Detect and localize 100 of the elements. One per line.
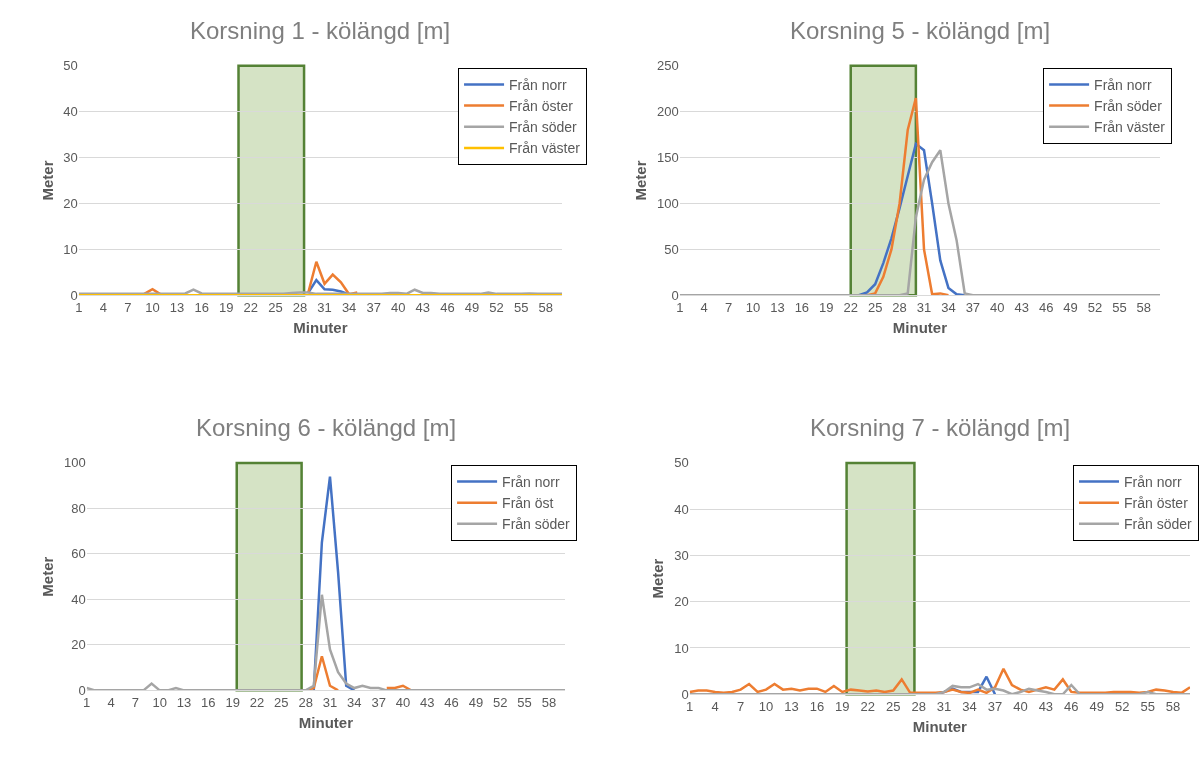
- x-tick-label: 25: [885, 698, 901, 714]
- x-tick-label: 43: [1038, 698, 1054, 714]
- legend-label: Från söder: [502, 516, 571, 533]
- x-tick-label: 13: [784, 698, 799, 714]
- x-axis-title: Minuter: [293, 318, 348, 336]
- x-tick-label: 34: [941, 299, 956, 315]
- x-axis-title: Minuter: [298, 713, 354, 731]
- x-tick-label: 25: [867, 299, 883, 315]
- x-tick-label: 49: [464, 299, 480, 315]
- x-tick-label: 52: [1114, 698, 1130, 714]
- x-tick-label: 7: [736, 698, 745, 714]
- x-tick-label: 46: [1064, 698, 1079, 714]
- legend-label: Från söder: [1094, 98, 1163, 115]
- x-tick-label: 58: [538, 299, 553, 315]
- x-tick-label: 25: [274, 694, 289, 710]
- chart-title: Korsning 5 - kölängd [m]: [790, 17, 1051, 44]
- x-tick-label: 37: [366, 299, 381, 315]
- x-tick-label: 58: [1136, 299, 1152, 315]
- y-tick-label: 100: [64, 455, 86, 471]
- x-tick-label: 28: [892, 299, 907, 315]
- x-tick-label: 49: [1063, 299, 1078, 315]
- y-tick-label: 20: [674, 594, 689, 610]
- y-tick-label: 50: [674, 455, 689, 471]
- y-tick-label: 50: [664, 241, 679, 257]
- x-tick-label: 55: [1112, 299, 1127, 315]
- x-tick-label: 55: [513, 299, 529, 315]
- x-tick-label: 49: [468, 694, 484, 710]
- y-tick-label: 40: [63, 104, 78, 120]
- y-tick-label: 10: [63, 241, 78, 257]
- x-tick-label: 16: [794, 299, 810, 315]
- chart-title: Korsning 6 - kölängd [m]: [196, 414, 457, 441]
- x-tick-label: 19: [835, 698, 850, 714]
- x-tick-label: 31: [916, 299, 932, 315]
- x-tick-label: 19: [819, 299, 834, 315]
- x-tick-label: 4: [107, 694, 115, 710]
- x-tick-label: 58: [541, 694, 557, 710]
- x-tick-label: 46: [1038, 299, 1054, 315]
- x-tick-label: 34: [341, 299, 357, 315]
- x-tick-label: 31: [322, 694, 338, 710]
- legend-label: Från väster: [1094, 119, 1166, 136]
- chart-title: Korsning 1 - kölängd [m]: [190, 17, 451, 44]
- x-tick-label: 19: [225, 694, 240, 710]
- x-axis-title: Minuter: [912, 717, 968, 735]
- x-tick-label: 43: [1014, 299, 1029, 315]
- x-tick-label: 55: [517, 694, 532, 710]
- x-tick-label: 25: [268, 299, 283, 315]
- x-tick-label: 55: [1140, 698, 1155, 714]
- x-tick-label: 37: [987, 698, 1003, 714]
- legend-label: Från söder: [509, 119, 578, 136]
- y-tick-label: 100: [657, 196, 679, 212]
- y-tick-label: 80: [71, 500, 86, 516]
- legend-label: Från norr: [509, 76, 567, 93]
- y-tick-label: 60: [71, 546, 86, 562]
- x-tick-label: 1: [686, 698, 694, 714]
- y-axis-title: Meter: [38, 160, 56, 201]
- legend-label: Från norr: [1124, 473, 1182, 490]
- y-tick-label: 30: [674, 547, 689, 563]
- legend-label: Från öster: [509, 98, 574, 115]
- x-tick-label: 52: [489, 299, 504, 315]
- x-tick-label: 22: [843, 299, 858, 315]
- x-tick-label: 1: [676, 299, 684, 315]
- x-tick-label: 13: [770, 299, 785, 315]
- y-tick-label: 20: [71, 637, 86, 653]
- x-tick-label: 49: [1089, 698, 1104, 714]
- x-tick-label: 28: [911, 698, 926, 714]
- x-tick-label: 4: [99, 299, 107, 315]
- x-tick-label: 46: [440, 299, 455, 315]
- x-tick-label: 7: [724, 299, 733, 315]
- y-tick-label: 30: [63, 150, 78, 166]
- chart-title: Korsning 7 - kölängd [m]: [810, 414, 1071, 441]
- x-tick-label: 34: [347, 694, 362, 710]
- x-tick-label: 37: [965, 299, 981, 315]
- x-tick-label: 40: [391, 299, 406, 315]
- x-tick-label: 10: [152, 694, 167, 710]
- x-tick-label: 1: [83, 694, 91, 710]
- x-tick-label: 28: [292, 299, 308, 315]
- x-tick-label: 37: [371, 694, 386, 710]
- x-tick-label: 40: [990, 299, 1005, 315]
- y-tick-label: 10: [674, 640, 689, 656]
- x-tick-label: 58: [1165, 698, 1181, 714]
- x-tick-label: 22: [243, 299, 259, 315]
- x-tick-label: 31: [936, 698, 952, 714]
- x-tick-label: 13: [169, 299, 185, 315]
- y-axis-title: Meter: [649, 558, 667, 599]
- legend-label: Från norr: [1094, 76, 1153, 93]
- x-tick-label: 16: [809, 698, 825, 714]
- x-tick-label: 10: [758, 698, 774, 714]
- x-axis-title: Minuter: [892, 318, 948, 336]
- x-tick-label: 52: [1087, 299, 1103, 315]
- x-tick-label: 52: [493, 694, 508, 710]
- x-tick-label: 10: [745, 299, 761, 315]
- x-tick-label: 4: [711, 698, 719, 714]
- x-tick-label: 4: [700, 299, 708, 315]
- x-tick-label: 10: [145, 299, 160, 315]
- y-tick-label: 50: [63, 58, 78, 74]
- y-tick-label: 0: [681, 686, 689, 702]
- x-tick-label: 16: [194, 299, 209, 315]
- y-tick-label: 20: [63, 196, 78, 212]
- x-tick-label: 40: [395, 694, 411, 710]
- y-axis-title: Meter: [632, 160, 650, 201]
